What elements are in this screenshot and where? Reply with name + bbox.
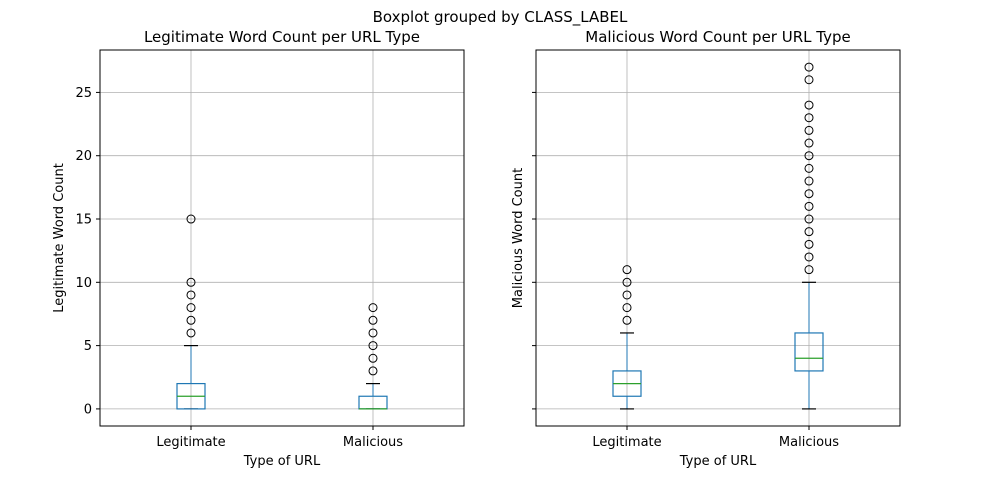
left-outlier-point-malicious-7 bbox=[368, 315, 378, 325]
left-outlier-point-malicious-6 bbox=[368, 328, 378, 338]
right-outlier-point-malicious-15 bbox=[804, 214, 814, 224]
right-outlier-point-legitimate-7 bbox=[622, 315, 632, 325]
left-outlier-point-legitimate-7 bbox=[186, 315, 196, 325]
right-box-group-malicious bbox=[794, 62, 824, 410]
left-box-group-malicious bbox=[358, 303, 388, 410]
left-outlier-point-legitimate-10 bbox=[186, 277, 196, 287]
left-box-group-legitimate bbox=[176, 214, 206, 410]
left-outlier-point-legitimate-6 bbox=[186, 328, 196, 338]
right-outlier-point-malicious-14 bbox=[804, 227, 814, 237]
right-boxplot-panel: Legitimate Malicious Malicious Word Count … bbox=[511, 28, 901, 469]
right-outlier-point-malicious-21 bbox=[804, 138, 814, 148]
right-outlier-point-malicious-26 bbox=[804, 75, 814, 85]
left-y-axis-label: Legitimate Word Count bbox=[52, 163, 67, 313]
right-outlier-point-malicious-24 bbox=[804, 100, 814, 110]
right-outlier-point-legitimate-8 bbox=[622, 303, 632, 313]
right-xtick-label-legitimate: Legitimate bbox=[592, 435, 661, 450]
left-ytick-label-10: 10 bbox=[75, 276, 92, 291]
left-outlier-point-malicious-3 bbox=[368, 366, 378, 376]
left-panel-title: Legitimate Word Count per URL Type bbox=[144, 28, 420, 46]
right-panel-title: Malicious Word Count per URL Type bbox=[585, 28, 850, 46]
right-outlier-point-malicious-17 bbox=[804, 189, 814, 199]
left-ytick-label-25: 25 bbox=[75, 86, 92, 101]
right-outlier-point-malicious-18 bbox=[804, 176, 814, 186]
right-axes-frame bbox=[535, 49, 901, 427]
right-xtick-label-malicious: Malicious bbox=[779, 435, 839, 450]
right-box-group-legitimate bbox=[612, 265, 642, 410]
left-x-axis-label: Type of URL bbox=[243, 454, 321, 469]
left-outlier-point-malicious-4 bbox=[368, 353, 378, 363]
right-outlier-point-malicious-13 bbox=[804, 239, 814, 249]
left-ytick-label-20: 20 bbox=[75, 149, 92, 164]
right-outlier-point-malicious-23 bbox=[804, 113, 814, 123]
left-outlier-point-legitimate-15 bbox=[186, 214, 196, 224]
left-outlier-point-legitimate-8 bbox=[186, 303, 196, 313]
right-outlier-point-malicious-16 bbox=[804, 201, 814, 211]
left-outlier-point-malicious-5 bbox=[368, 341, 378, 351]
right-iqr-box-malicious bbox=[794, 332, 824, 372]
right-outlier-point-malicious-12 bbox=[804, 252, 814, 262]
left-ytick-label-15: 15 bbox=[75, 213, 92, 228]
left-xtick-label-malicious: Malicious bbox=[343, 435, 403, 450]
right-x-axis-label: Type of URL bbox=[679, 454, 757, 469]
left-ytick-label-0: 0 bbox=[84, 402, 92, 417]
left-outlier-point-malicious-8 bbox=[368, 303, 378, 313]
figure-suptitle: Boxplot grouped by CLASS_LABEL bbox=[373, 8, 628, 27]
left-xtick-label-legitimate: Legitimate bbox=[156, 435, 225, 450]
right-outlier-point-malicious-22 bbox=[804, 125, 814, 135]
left-axes-frame bbox=[99, 49, 465, 427]
right-outlier-point-legitimate-9 bbox=[622, 290, 632, 300]
left-outlier-point-legitimate-9 bbox=[186, 290, 196, 300]
right-outlier-point-malicious-27 bbox=[804, 62, 814, 72]
left-boxplot-panel: 0 5 10 15 20 25 Legitimate Malicious Legitimate … bbox=[52, 28, 465, 469]
right-outlier-point-malicious-20 bbox=[804, 151, 814, 161]
right-outlier-point-malicious-19 bbox=[804, 163, 814, 173]
right-outlier-point-legitimate-11 bbox=[622, 265, 632, 275]
left-ytick-label-5: 5 bbox=[84, 339, 92, 354]
right-outlier-point-legitimate-10 bbox=[622, 277, 632, 287]
right-outlier-point-malicious-11 bbox=[804, 265, 814, 275]
right-y-axis-label: Malicious Word Count bbox=[511, 168, 526, 308]
